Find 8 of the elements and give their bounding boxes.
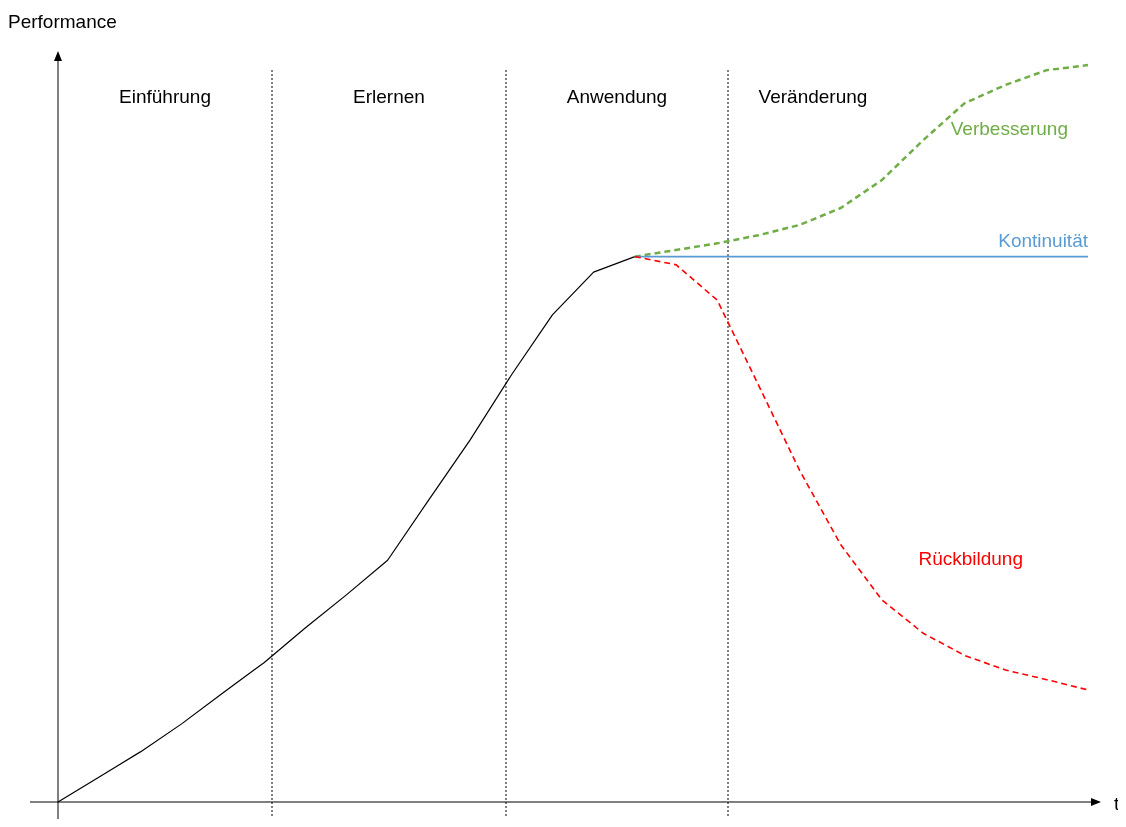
y-axis-title: Performance xyxy=(8,11,117,32)
series-label: Kontinuität xyxy=(998,229,1089,251)
annotation: Erlernen xyxy=(353,86,425,107)
series-label: Verbesserung xyxy=(950,118,1068,139)
annotation: Anwendung xyxy=(566,86,668,107)
text: Rückbildung xyxy=(918,547,1023,569)
annotation: Einführung xyxy=(119,86,211,107)
annotation: Veränderung xyxy=(758,86,868,107)
